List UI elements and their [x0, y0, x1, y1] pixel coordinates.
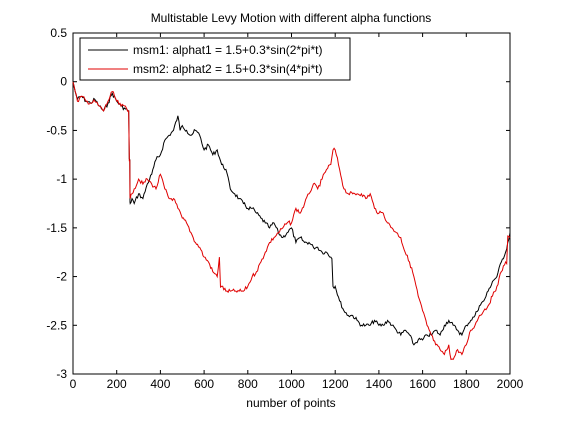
x-tick-label: 1200 — [322, 377, 349, 391]
x-ticks: 0 200 400 600 800 1000 1200 1400 1600 1800 2000 — [70, 33, 524, 391]
legend-label-msm1: msm1: alphat1 = 1.5+0.3*sin(2*pi*t) — [133, 43, 322, 57]
y-tick-label: -1.5 — [46, 221, 67, 235]
x-tick-label: 600 — [194, 377, 214, 391]
legend-box — [79, 37, 351, 81]
plot-area: 0 200 400 600 800 1000 1200 1400 1600 1800 2000 0.… — [46, 26, 523, 391]
legend: msm1: alphat1 = 1.5+0.3*sin(2*pi*t) msm2… — [79, 37, 351, 81]
x-tick-label: 0 — [70, 377, 77, 391]
y-tick-label: -1 — [56, 172, 67, 186]
series-layer — [72, 81, 511, 361]
x-tick-label: 200 — [107, 377, 127, 391]
y-ticks: 0.5 0 -0.5 -1 -1.5 -2 -2.5 -3 — [46, 26, 510, 381]
y-tick-label: -2.5 — [46, 318, 67, 332]
x-axis-label: number of points — [246, 396, 335, 410]
y-tick-label: 0 — [60, 75, 67, 89]
y-tick-label: -2 — [56, 270, 67, 284]
x-tick-label: 1400 — [366, 377, 393, 391]
series-line-1 — [72, 81, 511, 346]
y-tick-label: -3 — [56, 367, 67, 381]
x-tick-label: 800 — [238, 377, 258, 391]
axes-box — [72, 32, 511, 375]
x-tick-label: 400 — [150, 377, 170, 391]
legend-label-msm2: msm2: alphat2 = 1.5+0.3*sin(4*pi*t) — [133, 62, 322, 76]
x-tick-label: 2000 — [497, 377, 524, 391]
y-tick-label: -0.5 — [46, 123, 67, 137]
x-tick-label: 1600 — [409, 377, 436, 391]
chart-title: Multistable Levy Motion with different a… — [151, 11, 432, 25]
y-tick-label: 0.5 — [50, 26, 67, 40]
x-tick-label: 1000 — [278, 377, 305, 391]
x-tick-label: 1800 — [453, 377, 480, 391]
series-line-2 — [72, 81, 511, 361]
